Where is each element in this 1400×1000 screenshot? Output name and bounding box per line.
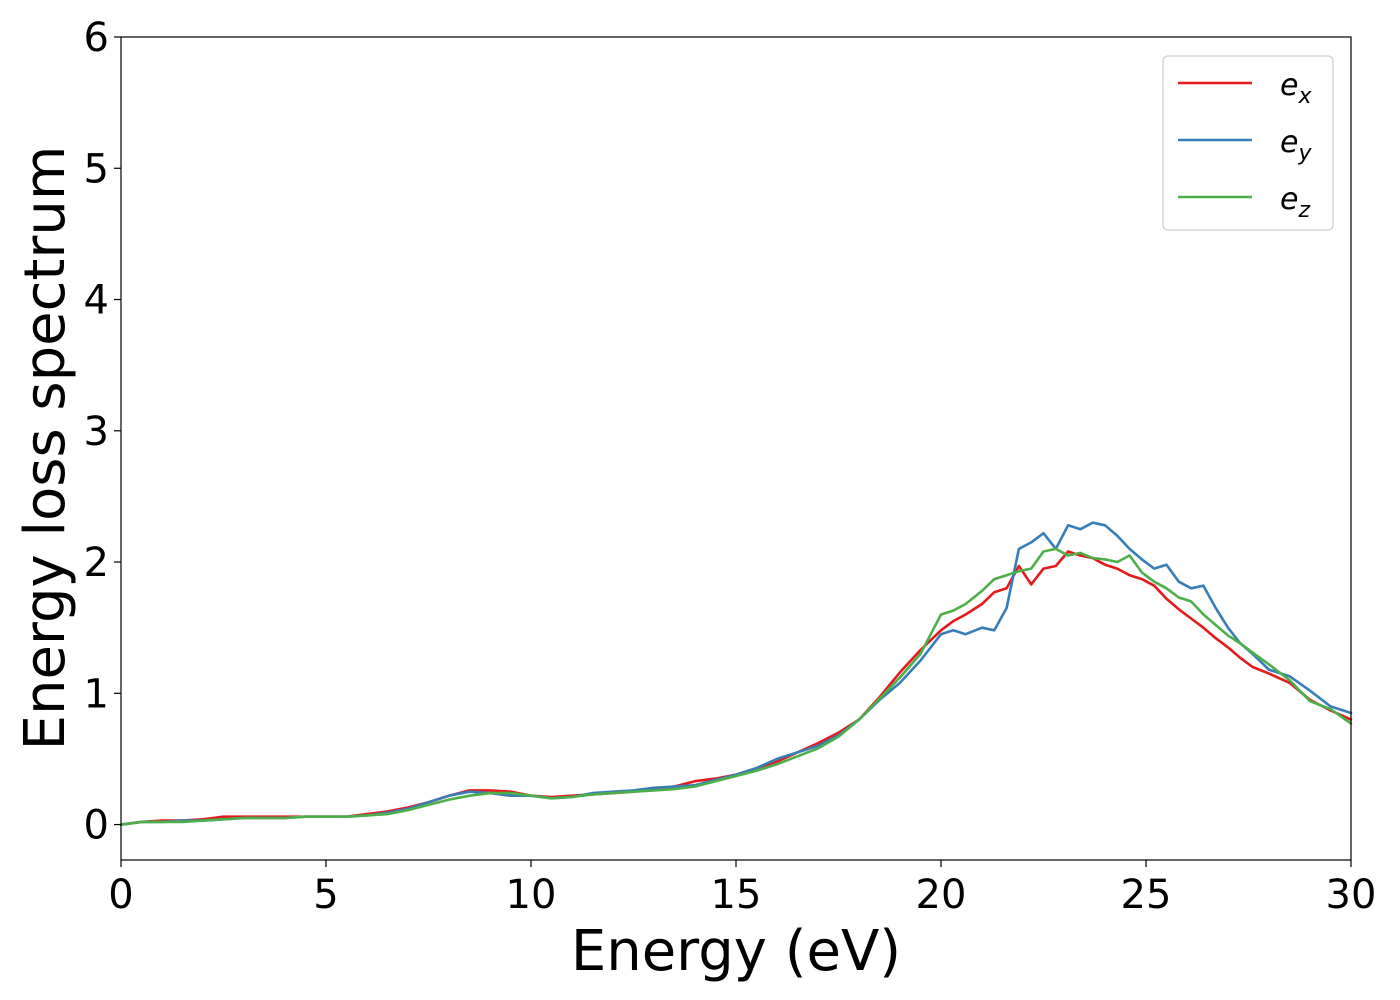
y-tick-label: 3 [84, 409, 109, 455]
legend-label-subscript: z [1297, 198, 1310, 223]
legend-label-base: e [1280, 182, 1298, 217]
x-tick-label: 30 [1326, 872, 1377, 918]
series-line-z [119, 547, 1353, 826]
y-axis-label: Energy loss spectrum [13, 146, 78, 751]
legend-label-base: e [1280, 68, 1298, 103]
legend-label-z: ez [1280, 182, 1310, 223]
x-tick-label: 25 [1121, 872, 1172, 918]
legend-box [1162, 55, 1334, 231]
y-tick-label: 5 [84, 146, 109, 192]
plot-area [119, 521, 1353, 826]
x-axis-label: Energy (eV) [571, 919, 901, 984]
x-tick-label: 5 [313, 872, 338, 918]
legend-label-subscript: y [1297, 141, 1312, 166]
legend-label-y: ey [1280, 125, 1312, 166]
series-line-x [119, 550, 1353, 826]
y-axis-ticks: 0 1 2 3 4 5 6 [84, 15, 121, 849]
x-tick-label: 10 [506, 872, 557, 918]
x-tick-label: 15 [711, 872, 762, 918]
legend-label-x: ex [1280, 68, 1312, 109]
x-tick-label: 20 [916, 872, 967, 918]
y-tick-label: 6 [84, 15, 109, 61]
legend-label-subscript: x [1297, 84, 1312, 109]
y-tick-label: 0 [84, 803, 109, 849]
y-tick-label: 1 [84, 671, 109, 717]
x-tick-label: 0 [108, 872, 133, 918]
y-tick-label: 2 [84, 540, 109, 586]
legend-label-base: e [1280, 125, 1298, 160]
series-line-y [119, 521, 1353, 826]
y-tick-label: 4 [84, 278, 109, 324]
x-axis-ticks: 0 5 10 15 20 25 30 [108, 860, 1376, 918]
